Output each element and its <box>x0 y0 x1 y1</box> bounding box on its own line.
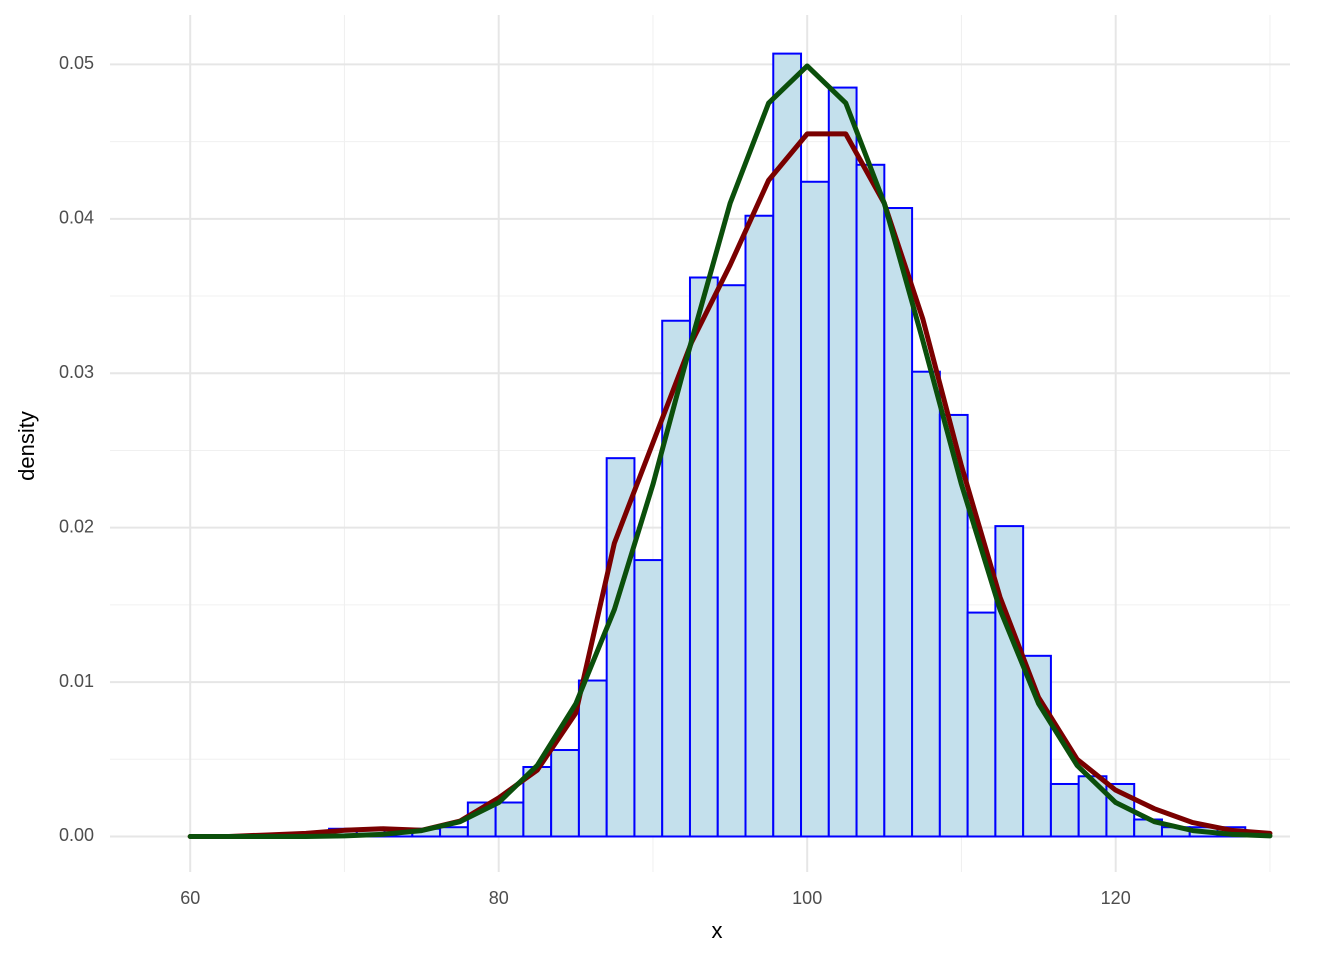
histogram-bar <box>688 276 719 838</box>
histogram-bar <box>966 611 997 838</box>
histogram-bar <box>1022 654 1052 838</box>
histogram-bar <box>494 801 525 838</box>
y-tick-label: 0.01 <box>59 671 94 691</box>
histogram-bar <box>577 679 608 838</box>
histogram-bar <box>633 559 664 838</box>
histogram-bar <box>1077 775 1108 838</box>
histogram-bar <box>1049 782 1080 838</box>
x-tick-label: 120 <box>1101 888 1131 908</box>
histogram-bar <box>800 180 830 838</box>
x-tick-label: 80 <box>489 888 509 908</box>
histogram-bar <box>605 457 636 838</box>
histogram-bar <box>550 749 580 838</box>
x-tick-label: 60 <box>180 888 200 908</box>
histogram-bar <box>855 163 886 838</box>
histogram-bar <box>911 370 941 838</box>
histogram-bar <box>744 214 775 838</box>
x-axis-title: x <box>712 918 723 943</box>
histogram-bar <box>439 826 469 838</box>
histogram-bar <box>827 86 858 838</box>
density-line <box>187 63 1273 839</box>
y-axis-title: density <box>14 411 39 481</box>
x-tick-label: 100 <box>792 888 822 908</box>
y-tick-label: 0.02 <box>59 516 94 536</box>
histogram-bar <box>883 207 914 838</box>
density-line <box>187 131 1273 839</box>
y-tick-label: 0.03 <box>59 362 94 382</box>
histogram-bar <box>716 284 747 838</box>
histogram-bar <box>994 525 1025 838</box>
y-tick-label: 0.05 <box>59 53 94 73</box>
y-tick-label: 0.00 <box>59 825 94 845</box>
y-tick-label: 0.04 <box>59 208 94 228</box>
